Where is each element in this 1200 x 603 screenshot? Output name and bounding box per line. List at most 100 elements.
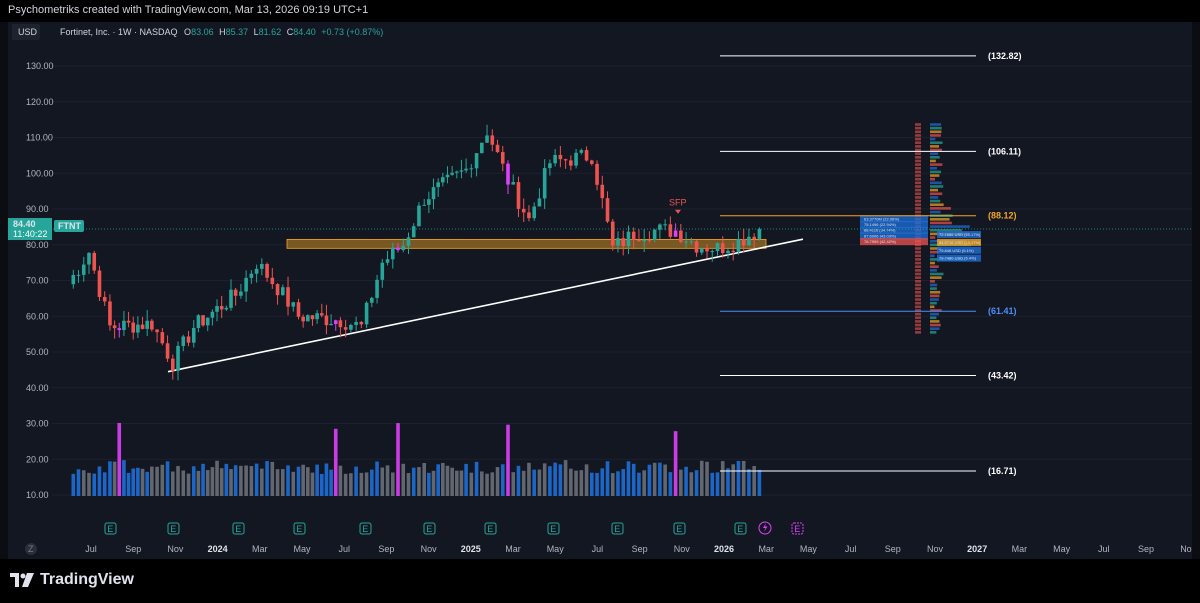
profile-bar: [930, 156, 940, 159]
profile-bar: [930, 320, 940, 323]
candle-body: [637, 239, 641, 242]
candles: [71, 124, 762, 381]
volume-bar: [431, 470, 436, 496]
candle-body: [229, 289, 233, 308]
volume-bar: [176, 466, 180, 496]
candle-body: [431, 187, 436, 200]
candle-body: [459, 170, 464, 172]
open-key: O: [184, 27, 191, 37]
earnings-e-label: E: [676, 524, 682, 534]
volume-bar: [548, 466, 552, 496]
volume-bar: [500, 464, 505, 496]
volume-bar: [260, 468, 264, 496]
volume-bar: [694, 470, 699, 496]
volume-bar: [411, 467, 416, 496]
volume-bar: [319, 473, 324, 496]
volume-bar: [108, 461, 112, 496]
currency-box[interactable]: [12, 24, 40, 40]
chart-pane[interactable]: [8, 22, 1192, 559]
candle-body: [219, 306, 224, 310]
volume-bar: [396, 423, 400, 496]
volume-bar: [102, 472, 107, 496]
brand[interactable]: TradingView: [10, 571, 134, 589]
y-tick-label: 130.00: [26, 61, 54, 71]
profile-bar: [915, 163, 921, 166]
timezone-button[interactable]: Z: [25, 543, 37, 555]
volume-bar: [741, 460, 746, 496]
earnings-e-label: E: [107, 524, 113, 534]
volume-bar: [689, 472, 694, 496]
candle-body: [380, 262, 385, 280]
profile-bar: [930, 210, 941, 214]
volume-bar: [301, 464, 305, 496]
volume-bar: [757, 469, 762, 496]
x-tick-label: Sep: [1138, 544, 1154, 554]
candle-body: [181, 336, 186, 346]
support-zone-rect: [286, 238, 767, 249]
candle-body: [102, 296, 107, 302]
volume-bar: [324, 463, 329, 496]
candle-body: [131, 322, 136, 333]
candle-body: [201, 315, 205, 326]
price-tag[interactable]: 84.40 11:40:22 FTNT: [8, 218, 84, 241]
volume-bar: [71, 473, 76, 496]
candle-body: [469, 168, 474, 170]
volume-bar: [736, 460, 741, 496]
profile-label: 79.846 USD (9.1%): [939, 248, 974, 253]
profile-bar: [930, 174, 940, 177]
volume-bar: [422, 462, 426, 496]
candle-body: [445, 174, 450, 178]
volume-bar: [224, 463, 229, 496]
profile-bar: [915, 247, 921, 250]
volume-bar: [569, 468, 573, 496]
x-tick-label: Jul: [592, 544, 604, 554]
x-tick-label: Jul: [1098, 544, 1110, 554]
candle-body: [401, 245, 406, 251]
profile-bar: [915, 210, 921, 214]
candle-body: [705, 248, 709, 252]
candle-body: [689, 241, 694, 243]
candle-body: [249, 273, 254, 278]
profile-bar: [930, 188, 939, 192]
profile-bar: [915, 301, 921, 305]
volume-bar: [97, 466, 102, 496]
candle-body: [343, 327, 348, 330]
earnings-e-label: E: [235, 524, 241, 534]
volume-bar: [710, 472, 715, 496]
candle-body: [136, 324, 140, 333]
x-axis[interactable]: Jul Sep Nov 2024 Mar May Jul Sep Nov 2025 Mar May Ju…: [85, 544, 1192, 554]
candle-body: [574, 152, 578, 166]
volume-bar: [343, 473, 348, 496]
earnings-e-icon: [359, 522, 372, 535]
candle-body: [324, 315, 329, 326]
x-tick-label: Mar: [505, 544, 521, 554]
profile-bar: [915, 294, 921, 298]
earnings-e-icon: [167, 522, 180, 535]
candle-body: [375, 279, 379, 298]
candle-body: [652, 229, 657, 240]
change-value: +0.73 (+0.87%): [321, 27, 383, 37]
candle-body: [280, 287, 285, 296]
volume-bar: [87, 472, 91, 496]
volume-bar: [76, 469, 81, 496]
y-axis[interactable]: 130.00 120.00 110.00 100.00 90.00 80.00 70.00 6…: [26, 61, 1192, 500]
profile-label-box: [937, 238, 981, 246]
candle-body: [329, 323, 333, 326]
trendline[interactable]: [167, 238, 804, 373]
profile-label-box: [937, 246, 981, 254]
volume-bar: [306, 467, 310, 496]
attribution-text: Psychometriks created with TradingView.c…: [8, 4, 369, 16]
candle-body: [590, 160, 594, 164]
candle-body: [97, 270, 102, 297]
volume-bar: [673, 431, 678, 496]
profile-bar: [930, 254, 935, 258]
profile-bar: [930, 228, 962, 232]
candle-body: [196, 315, 201, 328]
volume-bar: [229, 469, 233, 496]
volume-bar: [605, 461, 610, 496]
y-tick-label: 20.00: [26, 454, 49, 464]
candle-body: [563, 159, 568, 161]
price-chart[interactable]: USD Fortinet, Inc. · 1W · NASDAQ O83.06 …: [8, 22, 1192, 559]
volume-bar: [747, 469, 751, 496]
